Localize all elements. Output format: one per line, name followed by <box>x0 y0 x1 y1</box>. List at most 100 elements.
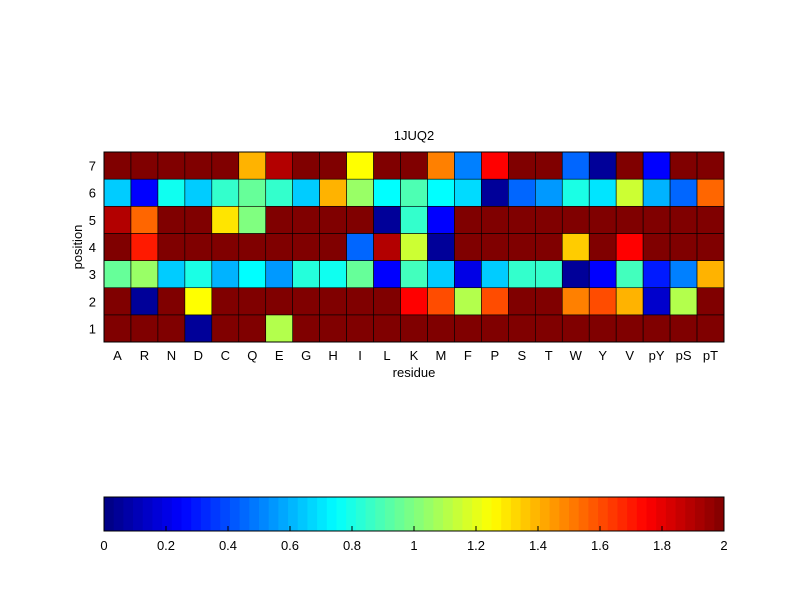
x-tick-label: W <box>570 348 583 363</box>
colorbar-tick-label: 0.6 <box>281 538 299 553</box>
cell-W-6 <box>561 178 590 207</box>
cell-A-6 <box>103 178 132 207</box>
cell-L-4 <box>373 233 401 261</box>
colorbar-swatch <box>491 497 502 531</box>
cell-I-5 <box>346 205 374 234</box>
cell-F-5 <box>454 205 482 234</box>
cell-W-3 <box>561 260 590 289</box>
colorbar-swatch <box>694 497 706 531</box>
cell-Y-7 <box>588 151 617 180</box>
cell-H-3 <box>319 260 347 289</box>
cell-H-7 <box>319 151 347 180</box>
cell-V-4 <box>615 233 644 261</box>
x-tick-label: A <box>113 348 122 363</box>
cell-M-1 <box>427 314 455 343</box>
cell-N-1 <box>157 314 186 343</box>
colorbar-swatch <box>142 497 153 531</box>
x-tick-label: E <box>275 348 284 363</box>
x-axis-label: residue <box>393 365 436 380</box>
x-tick-label: Q <box>247 348 257 363</box>
cell-A-7 <box>103 151 132 180</box>
cell-Q-4 <box>238 233 267 261</box>
colorbar-swatch <box>307 497 318 531</box>
cell-D-5 <box>184 205 213 234</box>
cell-P-5 <box>481 205 509 234</box>
cell-S-7 <box>508 151 536 180</box>
cell-L-5 <box>373 205 401 234</box>
colorbar-swatch <box>462 497 473 531</box>
cell-E-4 <box>265 233 293 261</box>
cell-M-6 <box>427 178 455 207</box>
colorbar-swatch <box>355 497 367 531</box>
cell-D-1 <box>184 314 213 343</box>
cell-C-1 <box>211 314 240 343</box>
cell-L-3 <box>373 260 401 289</box>
colorbar-swatch <box>423 497 434 531</box>
cell-C-4 <box>211 233 240 261</box>
y-tick-label: 7 <box>89 159 96 174</box>
cell-R-2 <box>130 287 159 316</box>
colorbar-swatch <box>278 497 289 531</box>
colorbar-swatch <box>220 497 231 531</box>
colorbar-swatch <box>549 497 560 531</box>
cell-G-6 <box>292 178 320 207</box>
cell-R-3 <box>130 260 159 289</box>
cell-I-3 <box>346 260 374 289</box>
x-tick-label: pT <box>703 348 718 363</box>
cell-E-2 <box>265 287 293 316</box>
cell-Y-1 <box>588 314 617 343</box>
cell-C-3 <box>211 260 240 289</box>
colorbar-swatch <box>714 497 725 531</box>
colorbar-swatch <box>588 497 599 531</box>
x-tick-label: D <box>194 348 203 363</box>
colorbar-swatch <box>607 497 618 531</box>
cell-H-1 <box>319 314 347 343</box>
colorbar-swatch <box>191 497 202 531</box>
x-tick-label: pY <box>649 348 665 363</box>
cell-T-6 <box>535 178 563 207</box>
colorbar-swatch <box>520 497 531 531</box>
cell-V-2 <box>615 287 644 316</box>
cell-W-1 <box>561 314 590 343</box>
x-tick-label: M <box>436 348 447 363</box>
cell-pS-3 <box>669 260 698 289</box>
colorbar <box>103 496 725 532</box>
colorbar-tick-label: 0.8 <box>343 538 361 553</box>
colorbar-swatch <box>443 497 454 531</box>
colorbar-swatch <box>646 497 657 531</box>
colorbar-swatch <box>394 497 405 531</box>
cell-E-1 <box>265 314 293 343</box>
x-tick-label: Y <box>598 348 607 363</box>
cell-Q-5 <box>238 205 267 234</box>
cell-M-3 <box>427 260 455 289</box>
plot-frame <box>103 151 725 343</box>
cell-A-3 <box>103 260 132 289</box>
colorbar-swatch <box>481 497 492 531</box>
colorbar-swatch <box>472 497 483 531</box>
cell-Q-7 <box>238 151 267 180</box>
cell-H-2 <box>319 287 347 316</box>
cell-Y-4 <box>588 233 617 261</box>
cell-N-3 <box>157 260 186 289</box>
cell-T-5 <box>535 205 563 234</box>
cell-N-5 <box>157 205 186 234</box>
x-tick-label: S <box>517 348 526 363</box>
colorbar-swatch <box>123 497 134 531</box>
cell-A-5 <box>103 205 132 234</box>
cell-W-2 <box>561 287 590 316</box>
cell-pT-4 <box>696 233 725 261</box>
colorbar-swatch <box>288 497 299 531</box>
cell-Q-6 <box>238 178 267 207</box>
colorbar-swatch <box>249 497 260 531</box>
colorbar-tick-label: 1.8 <box>653 538 671 553</box>
cell-D-4 <box>184 233 213 261</box>
cell-A-2 <box>103 287 132 316</box>
cell-pY-1 <box>642 314 671 343</box>
y-axis-label: position <box>70 225 85 270</box>
cell-R-6 <box>130 178 159 207</box>
x-tick-label: P <box>491 348 500 363</box>
colorbar-swatch <box>268 497 279 531</box>
cell-pT-5 <box>696 205 725 234</box>
x-tick-label: G <box>301 348 311 363</box>
cell-P-4 <box>481 233 509 261</box>
